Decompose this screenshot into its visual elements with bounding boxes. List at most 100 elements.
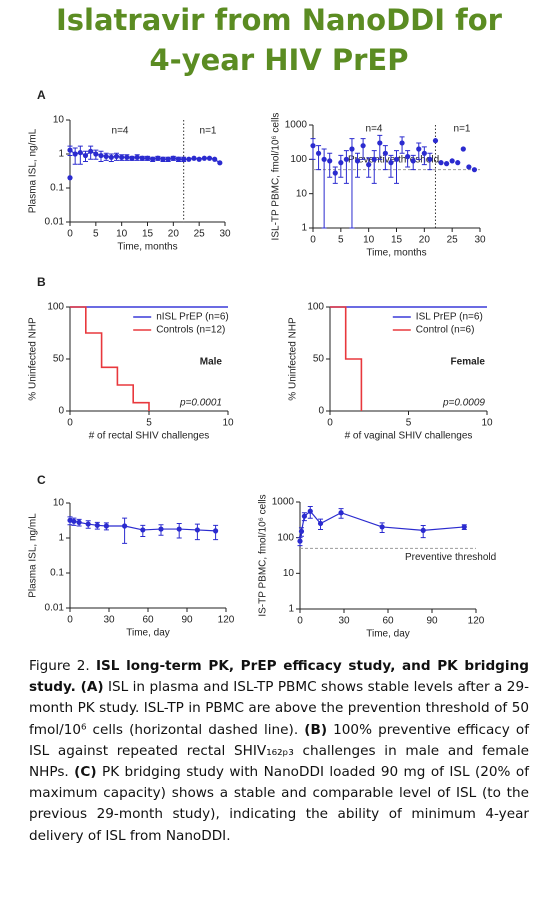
survival-line bbox=[330, 306, 363, 411]
panel-label: A bbox=[37, 88, 46, 102]
chart: 10 1 0.1 0.010 30 60 90 120 Time, day Plasma ISL,… bbox=[28, 498, 235, 639]
data-point bbox=[85, 521, 91, 527]
y-tick-label: 100 bbox=[307, 302, 324, 313]
data-point bbox=[94, 522, 100, 528]
caption-run: 100% preventive efficacy of ISL against … bbox=[29, 721, 529, 781]
error-bar bbox=[394, 150, 399, 184]
title-line: 4-year HIV PrEP bbox=[150, 43, 409, 77]
error-bar bbox=[360, 138, 366, 160]
error-bar bbox=[366, 157, 372, 178]
error-bar bbox=[349, 138, 355, 229]
data-point bbox=[113, 153, 120, 159]
x-axis-title: # of rectal SHIV challenges bbox=[89, 431, 210, 442]
y-axis-title: Plasma ISL, ng/mL bbox=[28, 513, 39, 598]
y-tick-label: 1000 bbox=[272, 497, 295, 508]
annotation: n=1 bbox=[200, 126, 217, 137]
x-tick-label: 20 bbox=[419, 235, 431, 246]
data-point bbox=[160, 156, 166, 162]
data-point bbox=[122, 523, 128, 529]
data-point bbox=[460, 146, 466, 152]
y-tick-label: 10 bbox=[283, 568, 295, 579]
x-axis-title: Time, months bbox=[366, 248, 426, 259]
data-point bbox=[71, 518, 77, 524]
x-tick-label: 60 bbox=[142, 615, 154, 626]
data-point bbox=[88, 148, 94, 154]
x-tick-label: 0 bbox=[67, 229, 73, 240]
error-bar bbox=[355, 152, 361, 178]
x-tick-label: 0 bbox=[327, 418, 333, 429]
data-point bbox=[217, 160, 223, 166]
data-point bbox=[438, 160, 444, 166]
y-tick-label: 10 bbox=[296, 188, 308, 199]
figure: Islatravir from NanoDDI for 4-year HIV P… bbox=[28, 3, 503, 640]
y-tick-label: 0 bbox=[318, 406, 324, 417]
error-bar bbox=[321, 148, 327, 229]
caption-run: Figure 2. bbox=[29, 658, 96, 674]
error-bar bbox=[343, 150, 349, 184]
x-tick-label: 0 bbox=[67, 615, 73, 626]
data-point bbox=[67, 175, 73, 181]
threshold-label: Preventive threshold bbox=[405, 552, 496, 563]
chart: 10 1 0.1 0.010 5 10 15 20 25 30 Time, months Plasma… bbox=[28, 115, 231, 253]
data-point bbox=[301, 513, 307, 519]
data-point bbox=[393, 156, 400, 162]
data-point bbox=[201, 155, 207, 161]
y-tick-label: 100 bbox=[277, 532, 294, 543]
data-point bbox=[298, 528, 305, 534]
data-point bbox=[150, 156, 156, 162]
y-tick-label: 10 bbox=[53, 498, 65, 509]
x-tick-label: 5 bbox=[93, 229, 99, 240]
data-point bbox=[76, 519, 82, 525]
x-tick-label: 120 bbox=[468, 616, 485, 627]
data-point bbox=[455, 160, 461, 166]
caption-run: (B) bbox=[304, 721, 328, 738]
data-point bbox=[471, 167, 478, 173]
y-tick-label: 100 bbox=[47, 302, 64, 313]
caption-run: (C) bbox=[74, 764, 97, 781]
x-tick-label: 15 bbox=[391, 235, 403, 246]
y-axis-title: Plasma ISL, ng/mL bbox=[28, 128, 39, 213]
data-point bbox=[449, 158, 455, 164]
data-point bbox=[140, 527, 146, 533]
x-tick-label: 30 bbox=[219, 229, 231, 240]
legend-label: nISL PrEP (n=6) bbox=[156, 312, 229, 323]
caption-run: ISL long-term PK, PrEP efficacy study, a… bbox=[29, 658, 529, 696]
annotation: p=0.0001 bbox=[179, 398, 222, 409]
panel-label: C bbox=[37, 473, 46, 487]
error-bar bbox=[338, 154, 344, 178]
x-tick-label: 30 bbox=[103, 615, 115, 626]
data-point bbox=[82, 152, 89, 159]
annotation: n=1 bbox=[454, 124, 471, 135]
error-bar bbox=[388, 154, 394, 178]
data-point bbox=[466, 164, 472, 170]
data-point bbox=[134, 154, 140, 160]
y-axis-title: % Uninfected NHP bbox=[28, 317, 39, 401]
data-point bbox=[317, 520, 324, 527]
x-tick-label: 10 bbox=[222, 418, 234, 429]
x-tick-label: 20 bbox=[168, 229, 180, 240]
data-point bbox=[379, 524, 385, 530]
data-point bbox=[158, 526, 164, 532]
data-point bbox=[103, 153, 109, 159]
x-tick-label: 5 bbox=[338, 235, 344, 246]
data-point bbox=[176, 526, 182, 532]
y-tick-label: 100 bbox=[290, 154, 307, 165]
annotation: p=0.0009 bbox=[442, 398, 485, 409]
x-tick-label: 25 bbox=[447, 235, 459, 246]
data-point bbox=[196, 156, 202, 162]
x-axis-title: Time, months bbox=[117, 242, 177, 253]
data-point bbox=[191, 155, 197, 161]
x-tick-label: 30 bbox=[338, 616, 350, 627]
data-point bbox=[416, 146, 422, 152]
x-tick-label: 5 bbox=[406, 418, 412, 429]
y-tick-label: 1 bbox=[58, 149, 64, 160]
annotation: n=4 bbox=[366, 124, 383, 135]
data-point bbox=[349, 146, 355, 152]
data-point bbox=[175, 156, 182, 162]
x-tick-label: 90 bbox=[181, 615, 193, 626]
y-tick-label: 0.01 bbox=[45, 217, 65, 228]
data-point bbox=[388, 160, 394, 166]
x-axis-title: Time, day bbox=[126, 628, 170, 639]
data-point bbox=[360, 143, 366, 149]
data-point bbox=[212, 156, 218, 162]
